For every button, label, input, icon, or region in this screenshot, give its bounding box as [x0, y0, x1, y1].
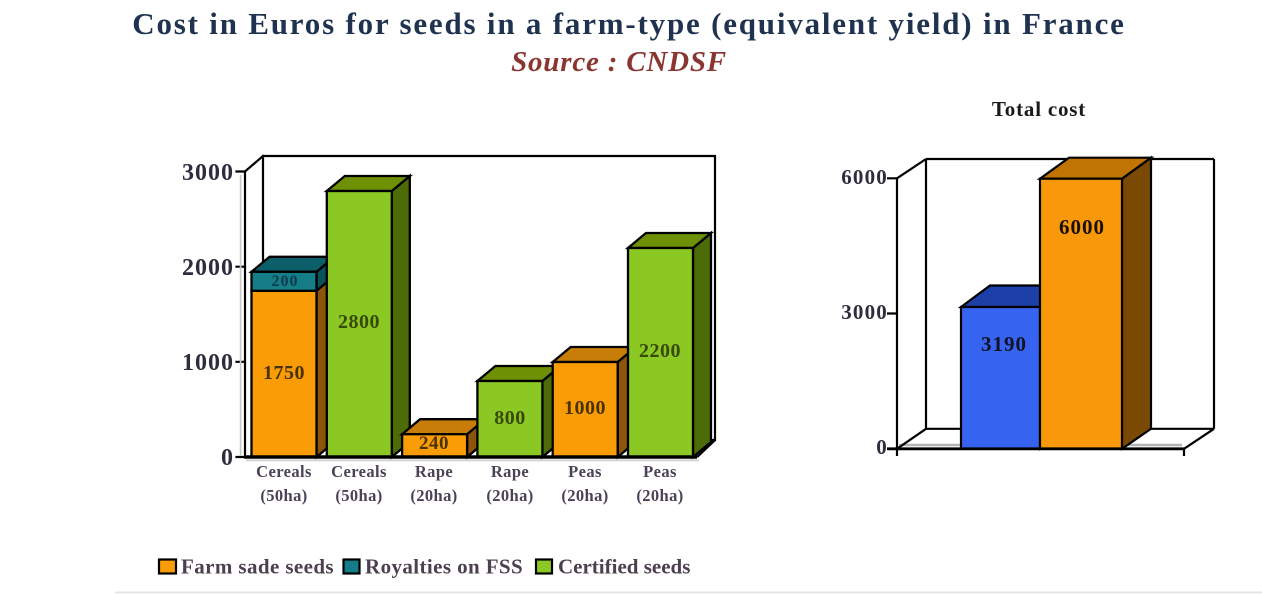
svg-text:1750: 1750: [263, 362, 305, 384]
svg-text:Farm sade seeds: Farm sade seeds: [181, 555, 334, 579]
svg-text:Source : CNDSF: Source : CNDSF: [511, 46, 727, 78]
svg-text:(20ha): (20ha): [636, 486, 683, 505]
svg-text:Royalties on FSS: Royalties on FSS: [365, 555, 523, 579]
svg-text:Cereals: Cereals: [331, 462, 387, 481]
svg-text:3000: 3000: [182, 160, 234, 186]
svg-text:0: 0: [221, 445, 234, 471]
svg-text:Cereals: Cereals: [256, 462, 312, 481]
svg-text:1000: 1000: [564, 397, 606, 419]
svg-text:3000: 3000: [841, 300, 888, 324]
svg-text:240: 240: [419, 433, 449, 454]
svg-text:2200: 2200: [639, 340, 681, 362]
svg-text:Peas: Peas: [568, 462, 602, 481]
svg-text:Cost in Euros for seeds in a f: Cost in Euros for seeds in a farm-type (…: [132, 6, 1125, 41]
svg-text:0: 0: [876, 435, 888, 459]
svg-text:800: 800: [494, 407, 526, 429]
svg-text:Peas: Peas: [643, 462, 677, 481]
svg-text:2000: 2000: [182, 255, 234, 281]
svg-text:Rape: Rape: [415, 462, 453, 481]
svg-text:2800: 2800: [338, 311, 380, 333]
svg-text:(20ha): (20ha): [561, 486, 608, 505]
svg-text:Total cost: Total cost: [992, 97, 1086, 121]
svg-text:(20ha): (20ha): [410, 486, 457, 505]
svg-text:(20ha): (20ha): [486, 486, 533, 505]
svg-text:Rape: Rape: [491, 462, 529, 481]
svg-text:6000: 6000: [1059, 215, 1105, 239]
svg-text:6000: 6000: [841, 165, 888, 189]
svg-text:(50ha): (50ha): [260, 486, 307, 505]
svg-text:(50ha): (50ha): [335, 486, 382, 505]
svg-text:3190: 3190: [981, 332, 1027, 356]
svg-text:Certified seeds: Certified seeds: [558, 555, 690, 579]
svg-text:1000: 1000: [182, 350, 234, 376]
svg-text:200: 200: [272, 273, 299, 290]
